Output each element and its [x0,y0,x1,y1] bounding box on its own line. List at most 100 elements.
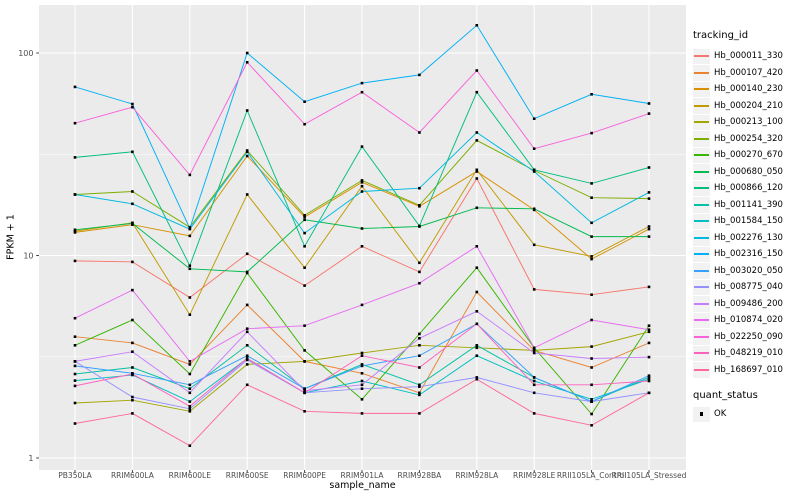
data-point [475,290,479,294]
data-point [647,391,651,395]
data-point [647,341,651,345]
data-point [590,383,593,387]
data-point [418,393,421,397]
legend-key-line-icon [693,329,710,345]
legend-key-line [694,236,709,239]
data-point [475,322,479,326]
data-point [131,366,134,369]
x-tick-label: RRIM928LE [513,471,556,480]
data-point [647,112,651,115]
legend-key-line-icon [693,114,710,130]
legend-item-label: Hb_001584_150 [714,216,783,227]
data-point [647,379,651,383]
data-point [475,346,479,350]
x-axis-title: sample_name [329,480,396,491]
legend-key-line [694,104,709,107]
data-point [418,391,421,395]
data-point [590,221,593,225]
data-point [475,177,479,180]
data-point [532,412,536,415]
data-point [73,259,77,263]
legend-item-label: Hb_003020_050 [714,265,783,276]
data-point [360,412,364,415]
legend-item-Hb_000011_330: Hb_000011_330 [691,48,800,65]
legend-key-line [694,253,709,256]
data-point [360,398,364,401]
legend-item-label: Hb_000213_100 [714,117,783,128]
legend-key-line [694,137,709,140]
data-point [131,190,134,193]
data-point [131,372,134,376]
data-point [131,398,134,402]
data-point [532,351,536,355]
data-point [590,400,593,403]
x-tick-label: RRIM600LE [169,471,212,480]
data-point [418,270,421,274]
legend-key-line-icon [693,263,710,279]
data-point [188,267,192,271]
legend-key-line-icon [693,345,710,361]
data-point [647,376,651,379]
x-tick-label: RRIM600PE [283,471,326,480]
legend-key-line [694,335,709,338]
legend-item-label: Hb_002316_150 [714,249,783,260]
legend-item-Hb_000270_670: Hb_000270_670 [691,147,800,164]
legend-key-line-icon [693,230,710,246]
data-point [475,377,479,381]
data-point [418,366,421,369]
legend-key-line-icon [693,98,710,114]
data-point [475,69,479,72]
data-point [188,173,192,177]
data-point [360,184,364,188]
y-tick-label: 1 [28,454,33,463]
x-tick-label: RRIM928BA [398,471,443,480]
line-chart-plot-area: 1 10 100 PB350LA RRIM600LA RRIM600LE RRIM600SE… [18,5,687,480]
legend-item-Hb_010874_020: Hb_010874_020 [691,312,800,329]
data-point [73,384,77,388]
data-point [475,376,479,379]
legend-item-Hb_003020_050: Hb_003020_050 [691,263,800,280]
legend-key-line [694,71,709,74]
legend-item-label: Hb_000680_050 [714,166,783,177]
legend-item-Hb_000140_230: Hb_000140_230 [691,81,800,98]
legend-key-line [694,302,709,305]
data-point [131,222,134,225]
data-point [360,145,364,148]
data-point [360,379,364,383]
data-point [418,385,421,388]
data-point [188,296,192,299]
data-point [360,364,364,368]
data-point [188,444,192,447]
legend-key-line-icon [693,279,710,295]
data-point [245,270,249,274]
data-point [418,186,421,190]
legend-key-line [694,319,709,322]
data-point [73,335,77,338]
legend-item-Hb_048219_010: Hb_048219_010 [691,345,800,362]
data-point [532,379,536,383]
data-point [475,206,479,210]
data-point [418,261,421,265]
data-point [418,73,421,77]
data-point [647,330,651,334]
legend-key-line [694,121,709,124]
data-point [245,344,249,347]
data-point [647,374,651,377]
legend-item-Hb_000680_050: Hb_000680_050 [691,164,800,181]
data-point [475,24,479,27]
data-point [647,166,651,169]
legend-key-point-icon [693,406,710,422]
data-point [418,281,421,285]
legend-key-line [694,203,709,206]
data-point [303,360,306,363]
data-point [245,363,249,366]
y-tick-label: 10 [23,251,33,260]
black-square-marker-icon [699,412,704,417]
data-point [647,355,651,359]
legend-key-line-icon [693,65,710,81]
data-point [418,131,421,134]
data-point [418,332,421,336]
legend-item-label: Hb_000204_210 [714,100,783,111]
legend-key-line [694,170,709,173]
data-point [188,234,192,238]
